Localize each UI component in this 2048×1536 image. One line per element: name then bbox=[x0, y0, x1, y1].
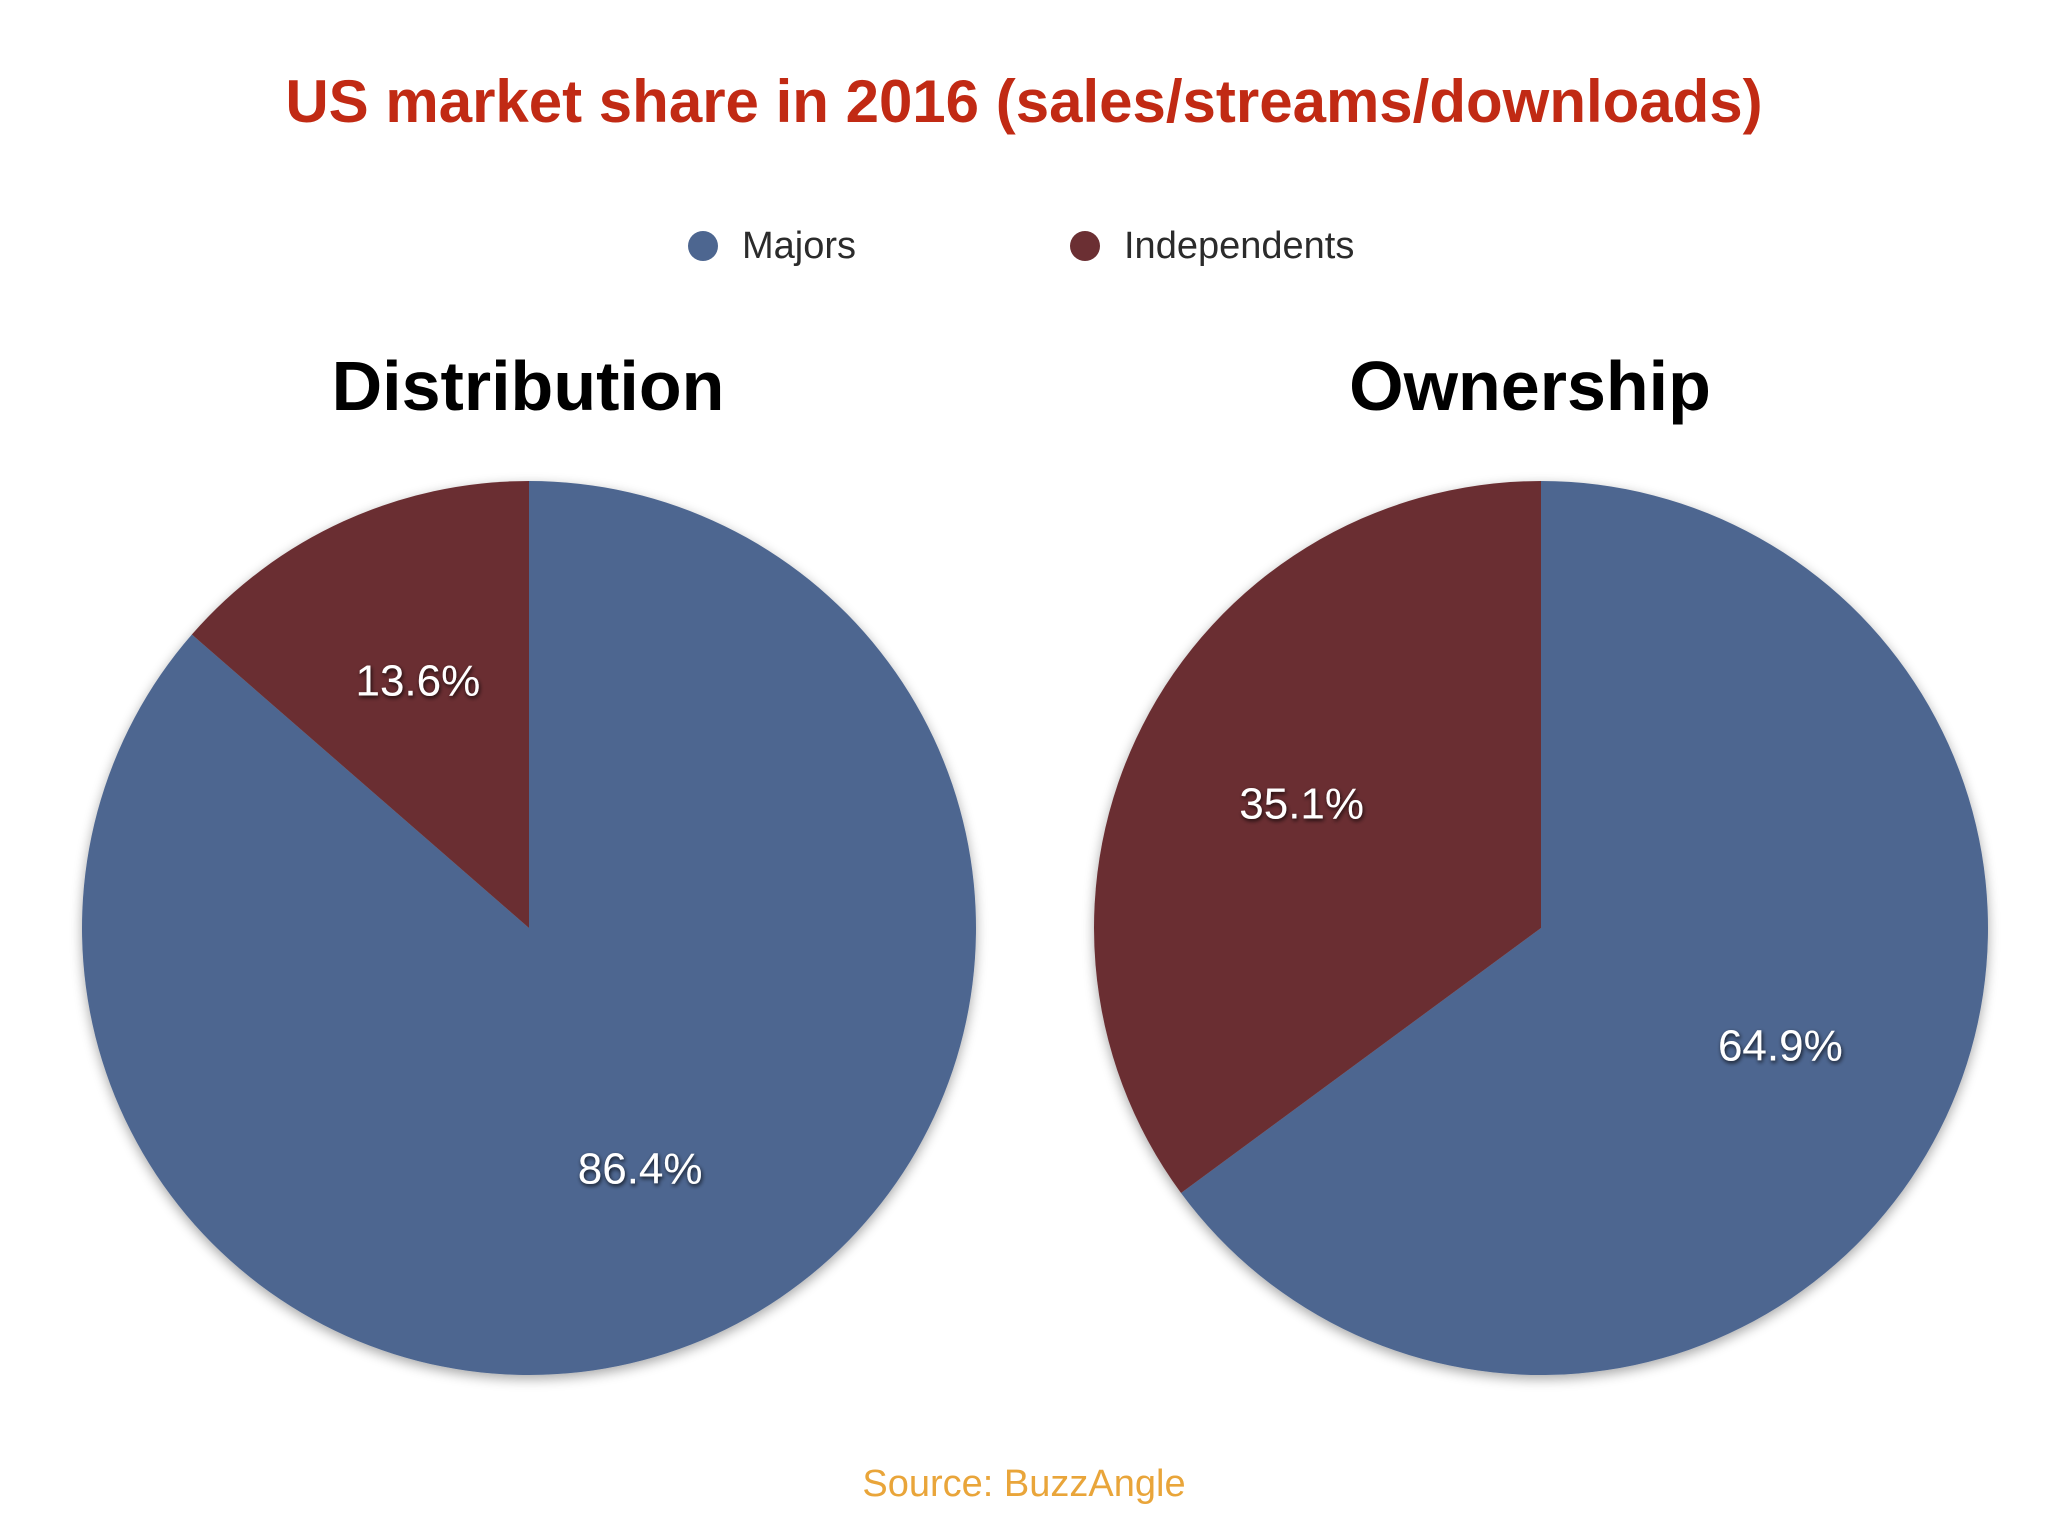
chart-title-main: US market share in 2016 (sales/streams/d… bbox=[285, 68, 1763, 135]
pie-title-ownership: Ownership bbox=[1349, 347, 1711, 425]
legend-item-independents: Independents bbox=[1070, 218, 1354, 274]
pie-slice-majors bbox=[1181, 481, 1988, 1375]
pie-distribution-labels: 86.4% 13.6% bbox=[355, 657, 702, 1194]
legend-swatch-majors bbox=[688, 231, 718, 261]
pie-slice-independents bbox=[1094, 481, 1541, 1194]
pie-ownership bbox=[1094, 481, 1988, 1375]
pie-title-distribution: Distribution bbox=[331, 347, 725, 425]
legend: Majors Independents bbox=[0, 218, 2048, 274]
pie-slice-independents bbox=[191, 481, 529, 928]
legend-label-majors: Majors bbox=[742, 224, 857, 267]
pie-slice-majors bbox=[81, 481, 977, 1375]
pie-distribution bbox=[81, 481, 977, 1375]
pie-ownership-labels: 64.9% 35.1% bbox=[1239, 780, 1842, 1071]
data-label-independents: 35.1% bbox=[1239, 780, 1364, 829]
legend-label-independents: Independents bbox=[1124, 224, 1355, 267]
source-note: Source: BuzzAngle bbox=[862, 1463, 1186, 1505]
data-label-majors: 64.9% bbox=[1718, 1022, 1843, 1071]
legend-item-majors: Majors bbox=[688, 218, 856, 274]
data-label-independents: 13.6% bbox=[355, 657, 480, 706]
data-label-majors: 86.4% bbox=[578, 1145, 703, 1194]
legend-swatch-independents bbox=[1070, 231, 1100, 261]
